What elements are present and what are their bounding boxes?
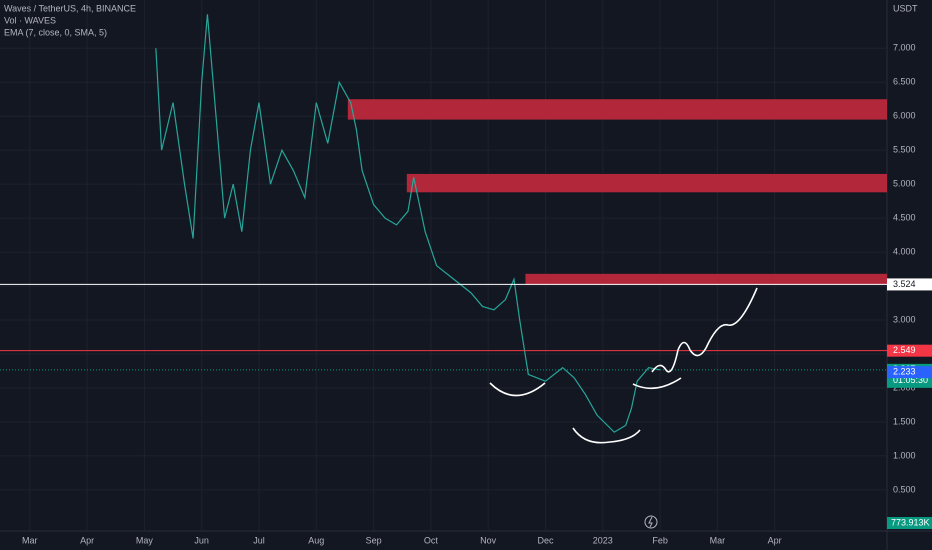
x-tick-label: Feb — [652, 535, 668, 545]
x-tick-label: Dec — [537, 535, 554, 545]
y-tick-label: 5.500 — [893, 145, 916, 155]
x-tick-label: Apr — [80, 535, 94, 545]
x-tick-label: Apr — [768, 535, 782, 545]
price-label-box — [887, 344, 932, 357]
ema-label: 2.233 — [893, 367, 916, 377]
volume-label: 773.913K — [891, 517, 930, 527]
resistance-zone — [406, 173, 887, 193]
y-tick-label: 6.500 — [893, 77, 916, 87]
indicator-label[interactable]: EMA (7, close, 0, SMA, 5) — [4, 27, 107, 37]
x-tick-label: 2023 — [593, 535, 613, 545]
x-tick-label: Mar — [22, 535, 38, 545]
price-label: 3.524 — [893, 279, 916, 289]
symbol-title[interactable]: Waves / TetherUS, 4h, BINANCE — [4, 3, 136, 13]
projection — [651, 287, 758, 373]
resistance-zone — [525, 273, 887, 285]
y-tick-label: 4.500 — [893, 212, 916, 222]
resistance-zone — [347, 99, 887, 120]
events-icon-bolt — [648, 516, 653, 528]
price-line — [155, 14, 661, 433]
x-tick-label: Sep — [366, 535, 382, 545]
x-tick-label: Jun — [194, 535, 209, 545]
price-label-box — [887, 278, 932, 291]
y-tick-label: 1.000 — [893, 450, 916, 460]
price-label: 2.549 — [893, 345, 916, 355]
y-tick-label: 6.000 — [893, 111, 916, 121]
x-tick-label: May — [136, 535, 154, 545]
y-tick-label: 7.000 — [893, 43, 916, 53]
y-tick-label: 1.500 — [893, 416, 916, 426]
right-shoulder — [632, 377, 682, 390]
ema-label-box — [887, 366, 932, 379]
countdown: 01:05:30 — [893, 375, 928, 385]
volume-label-box — [887, 517, 932, 529]
y-tick-label: 0.500 — [893, 484, 916, 494]
x-tick-label: Oct — [424, 535, 439, 545]
left-shoulder — [489, 382, 546, 397]
events-icon[interactable] — [644, 515, 658, 529]
x-tick-label: Nov — [480, 535, 497, 545]
x-tick-label: Jul — [253, 535, 265, 545]
x-tick-label: Mar — [710, 535, 726, 545]
indicator-label[interactable]: Vol · WAVES — [4, 15, 56, 25]
y-tick-label: 3.000 — [893, 314, 916, 324]
head — [572, 427, 641, 444]
x-tick-label: Aug — [308, 535, 324, 545]
y-tick-label: 4.000 — [893, 246, 916, 256]
currency-label: USDT — [893, 3, 918, 13]
y-tick-label: 5.000 — [893, 179, 916, 189]
drawings — [489, 287, 758, 444]
plot — [0, 0, 887, 530]
